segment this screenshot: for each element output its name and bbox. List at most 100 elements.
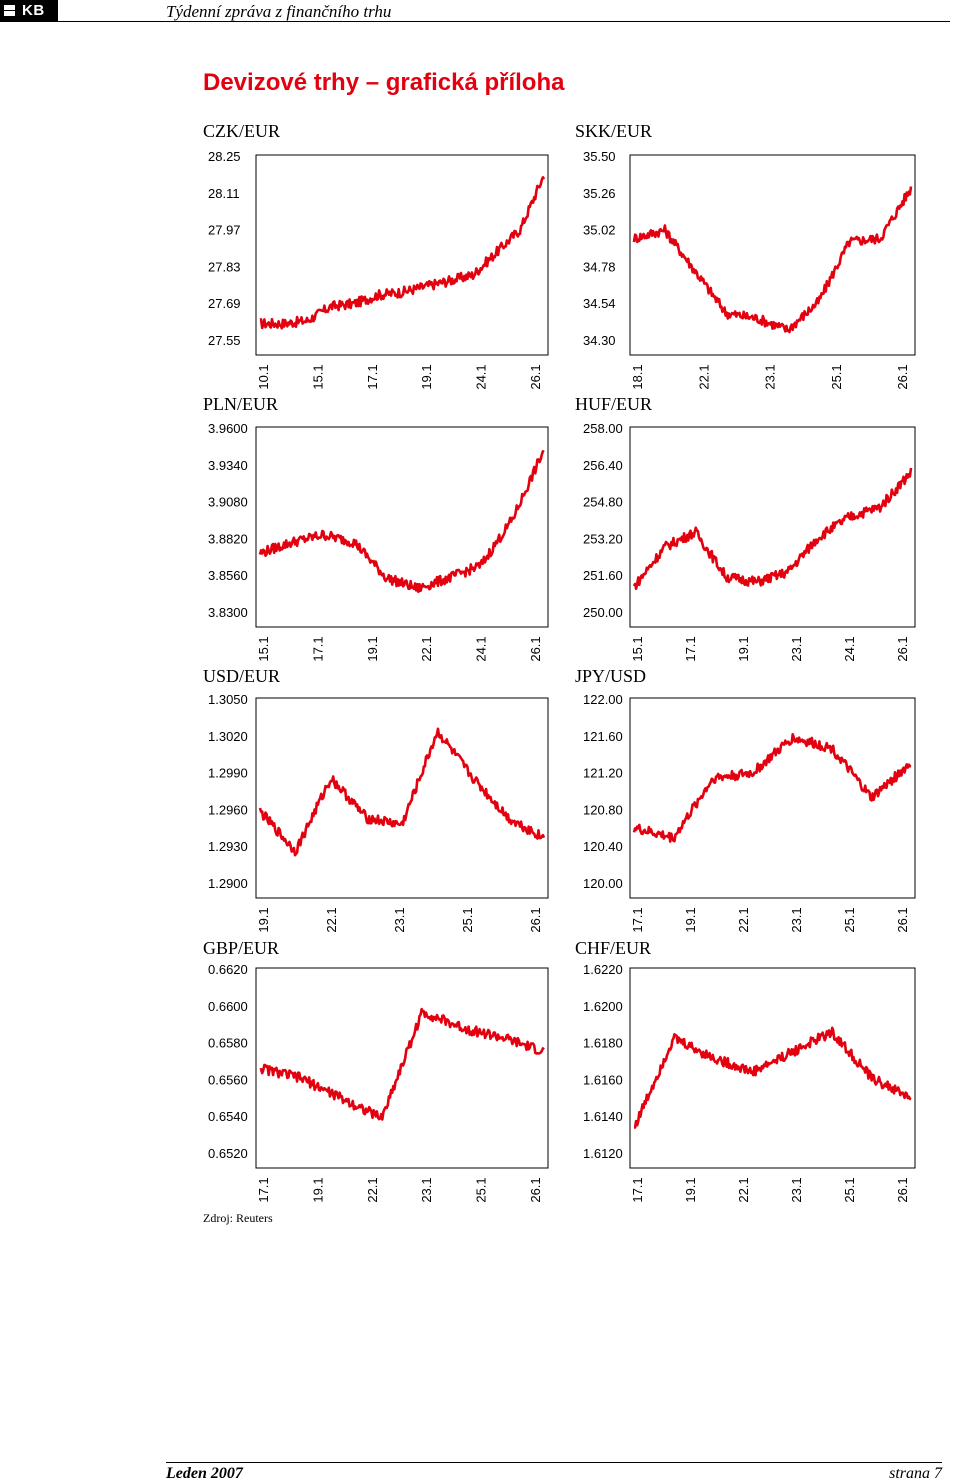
y-tick-label: 121.60 bbox=[583, 729, 623, 744]
y-tick-label: 1.6180 bbox=[583, 1036, 623, 1051]
y-tick-label: 3.8300 bbox=[208, 605, 248, 620]
x-tick-label: 19.1 bbox=[683, 1177, 698, 1202]
x-tick-label: 26.1 bbox=[528, 1177, 543, 1202]
chart-title-czk-eur: CZK/EUR bbox=[203, 121, 281, 141]
series-line-chf-eur bbox=[633, 1026, 912, 1129]
x-tick-label: 23.1 bbox=[392, 907, 407, 932]
x-tick-label: 24.1 bbox=[842, 636, 857, 661]
series-line-huf-eur bbox=[632, 467, 913, 591]
x-tick-label: 22.1 bbox=[736, 907, 751, 932]
chart-title-jpy-usd: JPY/USD bbox=[575, 666, 647, 686]
y-tick-label: 1.6120 bbox=[583, 1146, 623, 1161]
y-tick-label: 28.25 bbox=[208, 149, 241, 164]
chart-title-huf-eur: HUF/EUR bbox=[575, 394, 653, 414]
y-tick-label: 0.6560 bbox=[208, 1072, 248, 1087]
y-tick-label: 27.83 bbox=[208, 259, 241, 274]
series-line-czk-eur bbox=[259, 176, 546, 330]
y-tick-label: 1.2960 bbox=[208, 802, 248, 817]
x-tick-label: 17.1 bbox=[310, 636, 325, 661]
y-tick-label: 35.02 bbox=[583, 223, 616, 238]
y-tick-label: 3.9080 bbox=[208, 495, 248, 510]
y-tick-label: 0.6600 bbox=[208, 999, 248, 1014]
y-tick-label: 35.50 bbox=[583, 149, 616, 164]
x-tick-label: 25.1 bbox=[842, 1177, 857, 1202]
y-tick-label: 1.6200 bbox=[583, 999, 623, 1014]
plot-frame-gbp-eur bbox=[255, 967, 549, 1169]
y-tick-label: 0.6620 bbox=[208, 962, 248, 977]
x-tick-label: 23.1 bbox=[419, 1177, 434, 1202]
x-tick-label: 19.1 bbox=[310, 1177, 325, 1202]
x-tick-label: 26.1 bbox=[895, 364, 910, 389]
plot-frame-chf-eur bbox=[629, 967, 916, 1169]
x-tick-label: 10.1 bbox=[256, 364, 271, 389]
series-line-jpy-usd bbox=[632, 732, 912, 843]
chart-title-usd-eur: USD/EUR bbox=[203, 666, 281, 686]
x-tick-label: 26.1 bbox=[528, 364, 543, 389]
x-tick-label: 17.1 bbox=[256, 1177, 271, 1202]
plot-frame-pln-eur bbox=[255, 426, 549, 628]
report-title: Týdenní zpráva z finančního trhu bbox=[166, 2, 392, 21]
x-tick-label: 22.1 bbox=[365, 1177, 380, 1202]
y-tick-label: 1.3050 bbox=[208, 692, 248, 707]
kb-logo: KB bbox=[0, 0, 58, 22]
y-tick-label: 122.00 bbox=[583, 692, 623, 707]
y-tick-label: 1.2990 bbox=[208, 766, 248, 781]
x-tick-label: 23.1 bbox=[789, 636, 804, 661]
x-tick-label: 24.1 bbox=[474, 636, 489, 661]
x-tick-label: 23.1 bbox=[789, 1177, 804, 1202]
chart-title-chf-eur: CHF/EUR bbox=[575, 938, 652, 958]
x-tick-label: 17.1 bbox=[365, 364, 380, 389]
x-tick-label: 23.1 bbox=[789, 907, 804, 932]
y-tick-label: 3.8820 bbox=[208, 531, 248, 546]
y-tick-label: 3.9600 bbox=[208, 421, 248, 436]
x-tick-label: 15.1 bbox=[630, 636, 645, 661]
x-tick-label: 19.1 bbox=[683, 907, 698, 932]
x-tick-label: 24.1 bbox=[474, 364, 489, 389]
y-tick-label: 251.60 bbox=[583, 568, 623, 583]
series-line-pln-eur bbox=[258, 449, 545, 594]
x-tick-label: 18.1 bbox=[630, 364, 645, 389]
x-tick-label: 19.1 bbox=[736, 636, 751, 661]
y-tick-label: 120.00 bbox=[583, 876, 623, 891]
x-tick-label: 25.1 bbox=[829, 364, 844, 389]
x-tick-label: 17.1 bbox=[630, 1177, 645, 1202]
x-tick-label: 23.1 bbox=[763, 364, 778, 389]
plot-frame-huf-eur bbox=[629, 426, 916, 628]
y-tick-label: 3.9340 bbox=[208, 458, 248, 473]
x-tick-label: 25.1 bbox=[474, 1177, 489, 1202]
y-tick-label: 1.6140 bbox=[583, 1109, 623, 1124]
y-tick-label: 120.80 bbox=[583, 802, 623, 817]
x-tick-label: 22.1 bbox=[696, 364, 711, 389]
y-tick-label: 1.2900 bbox=[208, 876, 248, 891]
y-tick-label: 27.55 bbox=[208, 333, 241, 348]
footer-divider bbox=[166, 1462, 942, 1463]
y-tick-label: 35.26 bbox=[583, 186, 616, 201]
y-tick-label: 27.97 bbox=[208, 223, 241, 238]
x-tick-label: 17.1 bbox=[683, 636, 698, 661]
y-tick-label: 27.69 bbox=[208, 296, 241, 311]
x-tick-label: 15.1 bbox=[256, 636, 271, 661]
x-tick-label: 26.1 bbox=[528, 636, 543, 661]
y-tick-label: 34.30 bbox=[583, 333, 616, 348]
y-tick-label: 1.2930 bbox=[208, 839, 248, 854]
y-tick-label: 256.40 bbox=[583, 458, 623, 473]
y-tick-label: 1.3020 bbox=[208, 729, 248, 744]
y-tick-label: 1.6160 bbox=[583, 1072, 623, 1087]
x-tick-label: 22.1 bbox=[324, 907, 339, 932]
x-tick-label: 26.1 bbox=[528, 907, 543, 932]
chart-title-gbp-eur: GBP/EUR bbox=[203, 938, 280, 958]
y-tick-label: 3.8560 bbox=[208, 568, 248, 583]
x-tick-label: 25.1 bbox=[460, 907, 475, 932]
x-tick-label: 19.1 bbox=[419, 364, 434, 389]
x-tick-label: 17.1 bbox=[630, 907, 645, 932]
footer-page-number: strana 7 bbox=[889, 1465, 942, 1482]
y-tick-label: 1.6220 bbox=[583, 962, 623, 977]
chart-title-pln-eur: PLN/EUR bbox=[203, 394, 279, 414]
plot-frame-czk-eur bbox=[255, 154, 549, 356]
kb-logo-text: KB bbox=[22, 2, 45, 19]
series-line-gbp-eur bbox=[259, 1007, 545, 1121]
series-line-skk-eur bbox=[632, 186, 913, 334]
y-tick-label: 120.40 bbox=[583, 839, 623, 854]
x-tick-label: 22.1 bbox=[736, 1177, 751, 1202]
